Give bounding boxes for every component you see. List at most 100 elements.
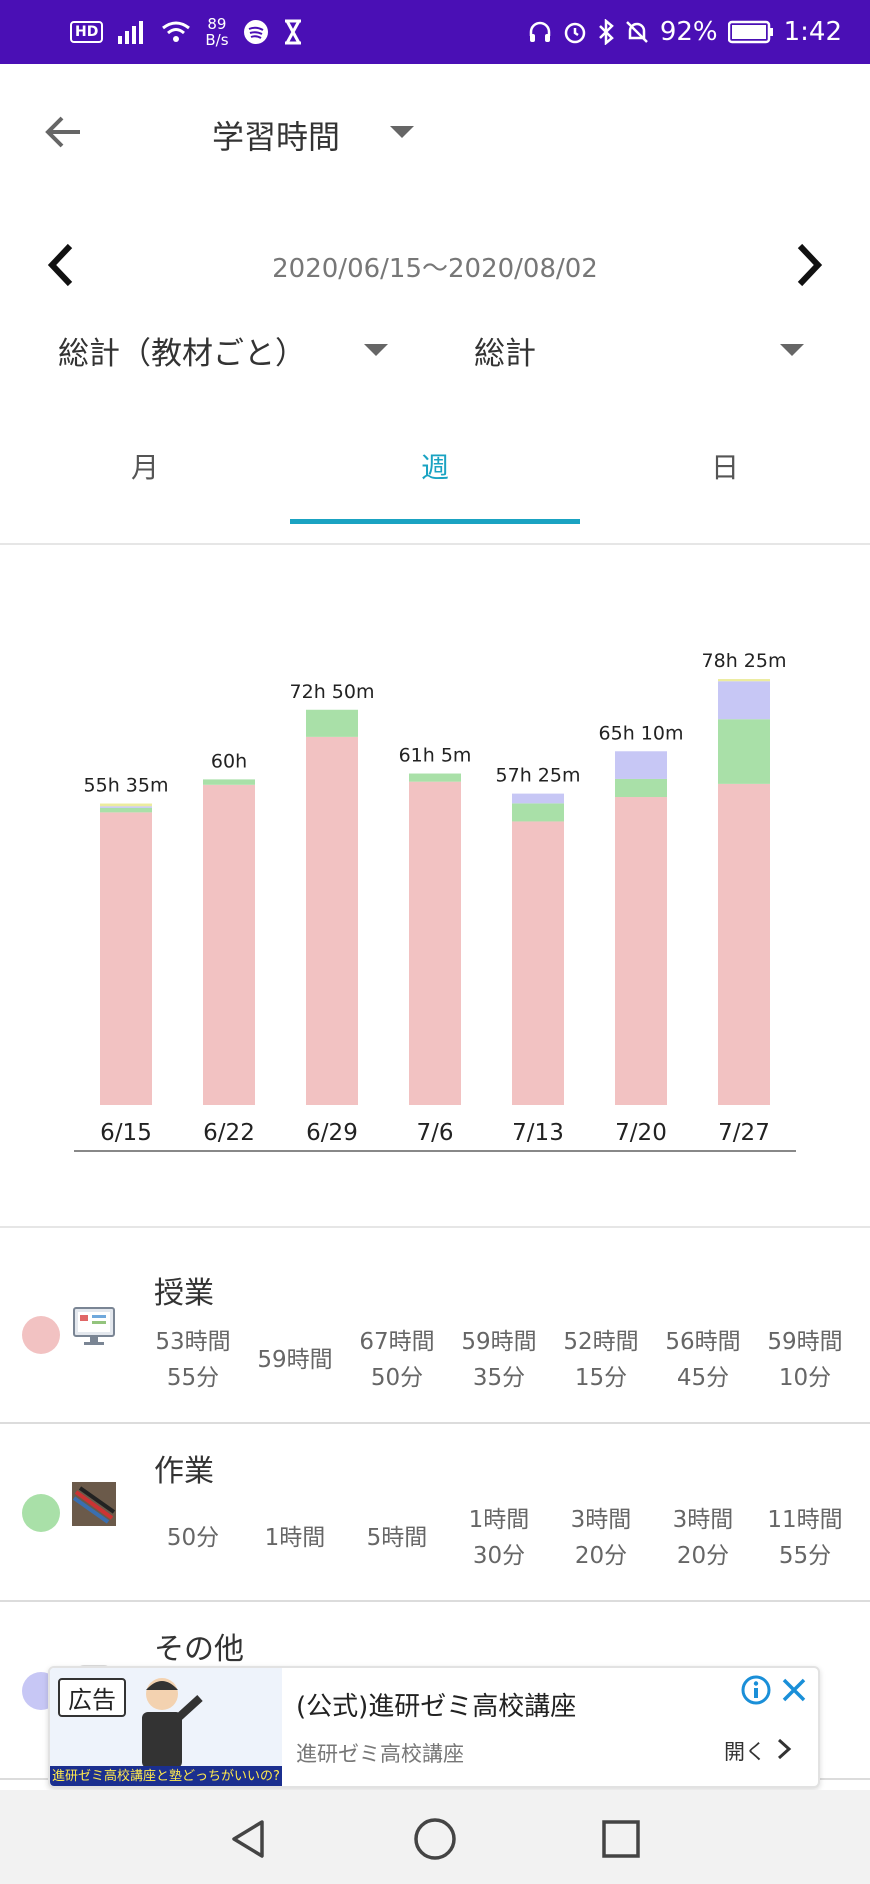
caret-down-icon xyxy=(780,344,804,356)
bar-total-label: 55h 35m xyxy=(84,775,169,797)
weekly-duration: 11時間 55分 xyxy=(754,1502,856,1574)
tab-week[interactable]: 週 xyxy=(420,451,449,484)
bar-segment[interactable] xyxy=(718,681,770,720)
chevron-left-icon xyxy=(47,243,73,287)
category-row[interactable]: 作業 50分 1時間 5時間 1時間 30分 3時間 20分 3時間 20分 11時間 55分 xyxy=(0,1424,870,1602)
duration-hours: 59時間 xyxy=(461,1329,537,1355)
hourglass-icon xyxy=(283,19,303,45)
bar-segment[interactable] xyxy=(203,779,255,785)
duration-hours: 52時間 xyxy=(563,1329,639,1355)
date-range-row: 2020/06/15〜2020/08/02 xyxy=(0,230,870,300)
bar-segment[interactable] xyxy=(100,812,152,1105)
weekly-duration: 56時間 45分 xyxy=(652,1324,754,1396)
next-range-button[interactable] xyxy=(788,240,828,290)
weekly-duration: 67時間 50分 xyxy=(346,1324,448,1396)
x-tick-label: 7/27 xyxy=(718,1120,770,1146)
duration-hours: 5時間 xyxy=(366,1525,428,1551)
period-tabs: 月 週 日 xyxy=(0,430,870,526)
duration-hours: 3時間 xyxy=(672,1507,734,1533)
weekly-duration: 1時間 xyxy=(244,1520,346,1556)
duration-minutes: 50分 xyxy=(370,1365,424,1391)
previous-range-button[interactable] xyxy=(42,240,82,290)
ad-open-button[interactable]: 開く xyxy=(724,1740,766,1764)
nav-home-button[interactable] xyxy=(410,1814,460,1864)
weekly-duration: 59時間 xyxy=(244,1342,346,1378)
duration-hours: 59時間 xyxy=(257,1347,333,1373)
hd-icon: HD xyxy=(70,21,104,43)
tab-day[interactable]: 日 xyxy=(710,451,739,484)
weekly-duration: 50分 xyxy=(142,1520,244,1556)
clock: 1:42 xyxy=(783,17,842,47)
bar-segment[interactable] xyxy=(718,783,770,1105)
ad-banner[interactable]: 広告 進研ゼミ高校講座と塾どっちがいいの? (公式)進研ゼミ高校講座 進研ゼミ高… xyxy=(48,1666,820,1788)
bar-segment[interactable] xyxy=(615,797,667,1105)
duration-minutes: 55分 xyxy=(166,1365,220,1391)
bar-segment[interactable] xyxy=(100,803,152,807)
back-button[interactable] xyxy=(40,108,88,156)
x-tick-label: 7/6 xyxy=(416,1120,453,1146)
bar-segment[interactable] xyxy=(203,784,255,1105)
chevron-right-icon xyxy=(797,243,823,287)
triangle-back-icon xyxy=(232,1820,264,1858)
ad-info-icon[interactable] xyxy=(740,1674,772,1706)
bar-total-label: 72h 50m xyxy=(290,681,375,703)
battery-icon xyxy=(727,20,774,44)
circle-home-icon xyxy=(414,1818,456,1860)
duration-hours: 3時間 xyxy=(570,1507,632,1533)
bar-segment[interactable] xyxy=(615,751,667,779)
bar-segment[interactable] xyxy=(615,778,667,798)
weekly-duration: 52時間 15分 xyxy=(550,1324,652,1396)
duration-minutes: 45分 xyxy=(676,1365,730,1391)
x-tick-label: 7/20 xyxy=(615,1120,667,1146)
category-name: その他 xyxy=(154,1632,244,1667)
tabs-divider xyxy=(0,543,870,545)
ad-strip-text: 進研ゼミ高校講座と塾どっちがいいの? xyxy=(50,1766,282,1786)
bar-total-label: 78h 25m xyxy=(702,650,787,672)
bar-segment[interactable] xyxy=(512,821,564,1105)
aggregation-selector[interactable]: 総計（教材ごと） xyxy=(58,328,398,372)
ad-image[interactable]: 広告 進研ゼミ高校講座と塾どっちがいいの? xyxy=(50,1668,282,1786)
bar-total-label: 61h 5m xyxy=(399,745,472,767)
pens-photo xyxy=(72,1482,116,1526)
square-recents-icon xyxy=(602,1820,640,1858)
bar-segment[interactable] xyxy=(409,773,461,782)
duration-hours: 59時間 xyxy=(767,1329,843,1355)
headphones-icon xyxy=(528,20,552,44)
bar-segment[interactable] xyxy=(718,719,770,784)
bar-segment[interactable] xyxy=(409,781,461,1105)
bar-segment[interactable] xyxy=(306,736,358,1105)
bar-total-label: 57h 25m xyxy=(496,765,581,787)
bar-segment[interactable] xyxy=(100,807,152,813)
nav-back-button[interactable] xyxy=(224,1814,274,1864)
page-title[interactable]: 学習時間 xyxy=(212,118,341,156)
bar-segment[interactable] xyxy=(306,709,358,737)
duration-minutes: 15分 xyxy=(574,1365,628,1391)
chevron-right-icon[interactable] xyxy=(772,1734,796,1764)
weekly-duration: 3時間 20分 xyxy=(550,1502,652,1574)
bar-segment[interactable] xyxy=(100,806,152,808)
bar-segment[interactable] xyxy=(512,803,564,822)
weekly-study-chart: 55h 35m 6/15 60h 6/22 72h 50m 6/29 61h 5m 7/6 57… xyxy=(0,560,870,1160)
ad-title[interactable]: (公式)進研ゼミ高校講座 xyxy=(296,1692,577,1722)
duration-minutes: 10分 xyxy=(778,1365,832,1391)
monitor-icon xyxy=(72,1304,116,1348)
ad-close-icon[interactable] xyxy=(778,1674,810,1706)
battery-percent: 92% xyxy=(659,17,718,47)
x-tick-label: 6/15 xyxy=(100,1120,152,1146)
app-bar: 学習時間 xyxy=(0,64,870,204)
tab-month[interactable]: 月 xyxy=(130,451,159,484)
alarm-icon xyxy=(562,19,588,45)
bar-segment[interactable] xyxy=(718,679,770,682)
scope-selector[interactable]: 総計 xyxy=(474,328,814,372)
status-right: 92% 1:42 xyxy=(528,0,842,64)
nav-recents-button[interactable] xyxy=(596,1814,646,1864)
arrow-left-icon xyxy=(45,116,80,148)
x-tick-label: 7/13 xyxy=(512,1120,564,1146)
category-weekly-values: 50分 1時間 5時間 1時間 30分 3時間 20分 3時間 20分 11時間 55分 xyxy=(142,1502,862,1582)
category-row[interactable]: 授業 53時間 55分 59時間 67時間 50分 59時間 35分 52時間 15分 56時間 45… xyxy=(0,1246,870,1424)
duration-hours: 11時間 xyxy=(767,1507,843,1533)
stacked-bar-chart: 55h 35m 6/15 60h 6/22 72h 50m 6/29 61h 5m 7/6 57… xyxy=(74,650,796,1152)
title-dropdown-caret-icon[interactable] xyxy=(390,126,414,138)
bar-segment[interactable] xyxy=(512,793,564,804)
x-tick-label: 6/29 xyxy=(306,1120,358,1146)
